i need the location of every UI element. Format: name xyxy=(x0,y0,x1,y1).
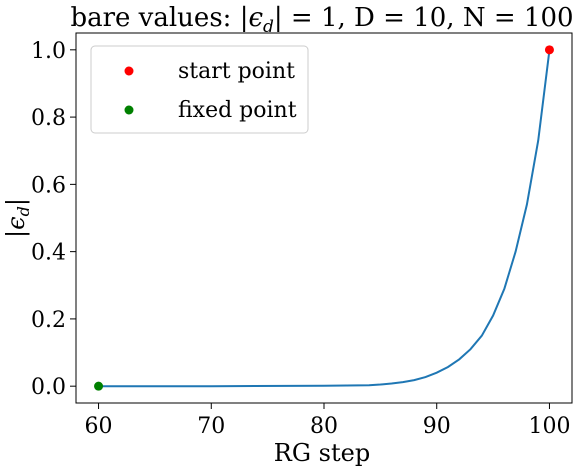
x-axis-label: RG step xyxy=(274,439,370,467)
y-tick-label: 1.0 xyxy=(31,39,66,64)
point-fixed-point xyxy=(94,381,104,391)
y-tick-label: 0.8 xyxy=(31,106,66,131)
series-group xyxy=(94,45,554,391)
x-tick-label: 100 xyxy=(528,414,570,439)
x-tick-label: 70 xyxy=(197,414,225,439)
legend-label-start-point: start point xyxy=(178,59,295,84)
legend-box xyxy=(90,45,309,134)
x-tick-label: 60 xyxy=(85,414,113,439)
series-line xyxy=(98,49,551,388)
point-start-point xyxy=(544,45,554,55)
y-tick-label: 0.4 xyxy=(31,241,66,266)
legend-marker-fixed-point xyxy=(124,105,134,115)
y-axis-label: |ϵd| xyxy=(2,198,33,238)
y-tick-label: 0.2 xyxy=(31,308,66,333)
legend-marker-start-point xyxy=(124,66,134,76)
x-tick-label: 80 xyxy=(310,414,338,439)
legend-label-fixed-point: fixed point xyxy=(178,98,297,123)
y-tick-label: 0.0 xyxy=(31,375,66,400)
x-tick-label: 90 xyxy=(423,414,451,439)
y-tick-label: 0.6 xyxy=(31,173,66,198)
ticks-group: 60 70 80 90 100 0.0 0.2 0.4 0.6 0.8 1.0 xyxy=(31,39,570,439)
legend: start point fixed point xyxy=(90,45,309,134)
chart-title: bare values: |ϵd| = 1, D = 10, N = 100 xyxy=(70,3,573,37)
